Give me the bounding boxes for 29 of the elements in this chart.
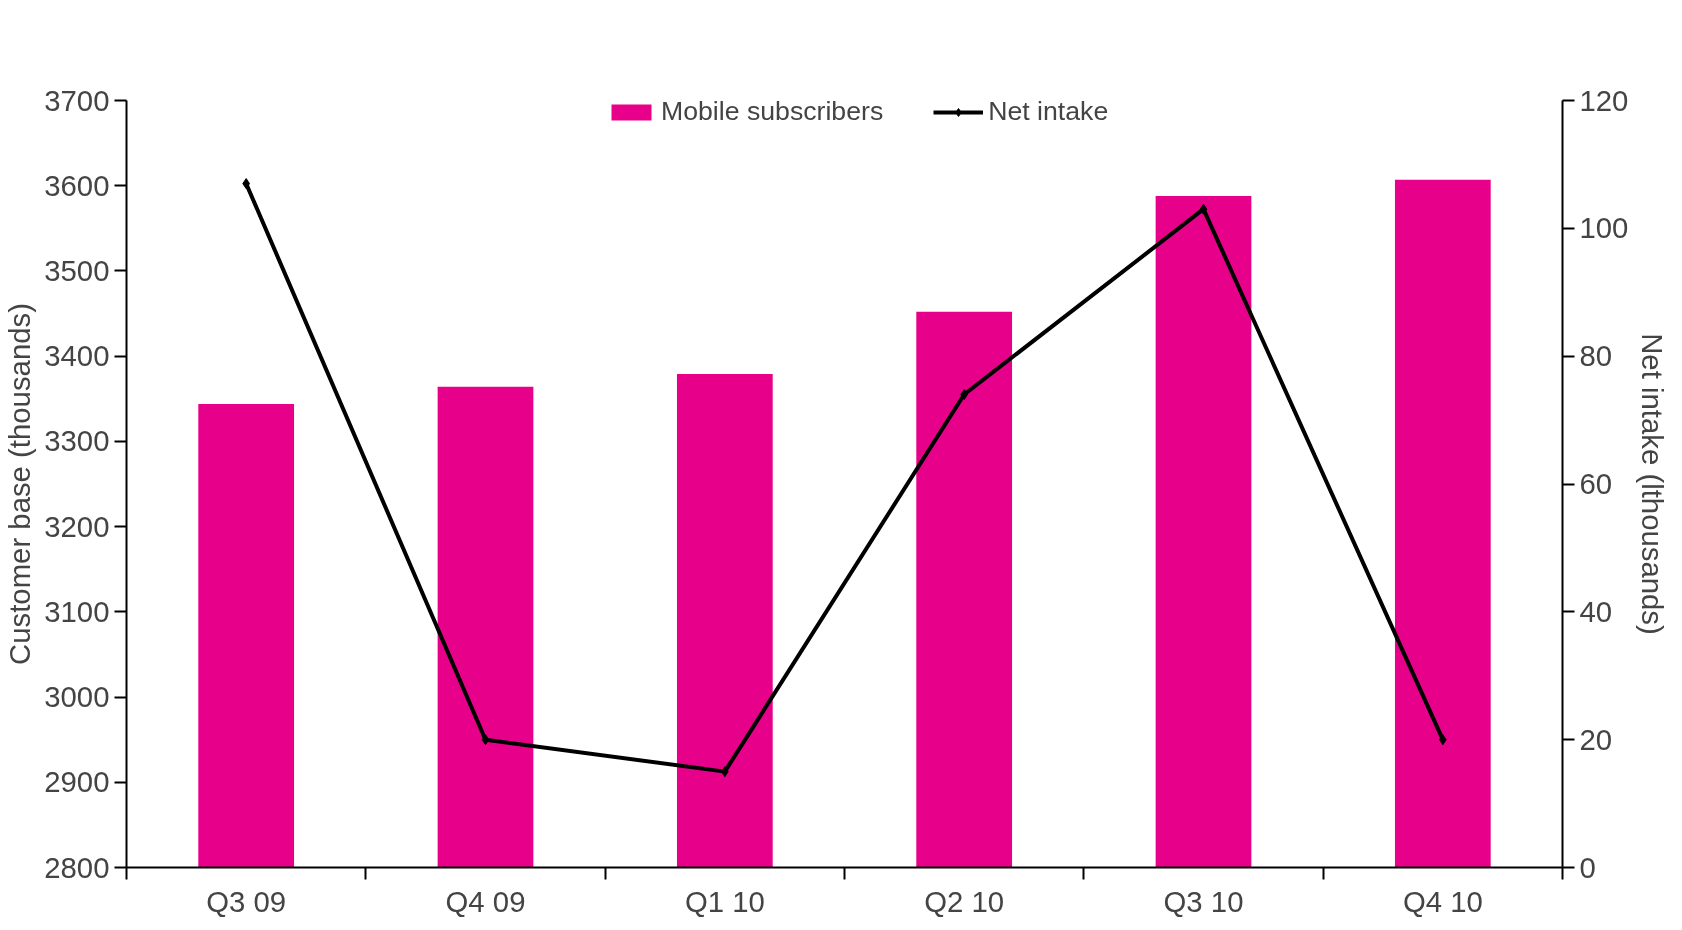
y-axis-title: Customer base (thousands) — [3, 303, 37, 665]
y2-tick-label: 80 — [1579, 339, 1613, 373]
point — [1199, 203, 1208, 215]
y2-tick-label: 60 — [1579, 467, 1613, 500]
y-tick-label: 3400 — [44, 339, 110, 373]
y2-axis-title: Net intake (lthousands) — [1636, 333, 1670, 635]
y2-tick-label: 40 — [1579, 594, 1613, 628]
y-tick-label: 3000 — [44, 680, 110, 714]
y-tick-label: 3300 — [44, 424, 110, 458]
point — [481, 734, 490, 746]
y-tick-label: 2800 — [44, 850, 110, 884]
y2-tick-label: 20 — [1579, 722, 1613, 756]
x-tick-label: Q4 09 — [445, 884, 526, 918]
y2-tick-label: 120 — [1579, 83, 1629, 117]
y2-tick-label: 100 — [1579, 211, 1629, 245]
y-tick-label: 3700 — [44, 83, 110, 117]
x-tick-label: Q2 10 — [924, 884, 1005, 918]
x-tick-label: Q3 10 — [1163, 884, 1244, 918]
y-tick-label: 3500 — [44, 253, 110, 287]
y-tick-label: 3200 — [44, 509, 110, 543]
x-tick-label: Q1 10 — [684, 884, 765, 918]
x-tick-label: Q3 09 — [206, 884, 287, 918]
legend-label: Mobile subscribers — [661, 99, 884, 127]
y-tick-label: 3600 — [44, 168, 110, 202]
y-tick-label: 3100 — [44, 594, 110, 628]
y-tick-label: 2900 — [44, 765, 110, 799]
legend-label: Net intake — [988, 99, 1109, 127]
x-tick-label: Q4 10 — [1402, 884, 1483, 918]
y2-tick-label: 0 — [1579, 850, 1596, 884]
